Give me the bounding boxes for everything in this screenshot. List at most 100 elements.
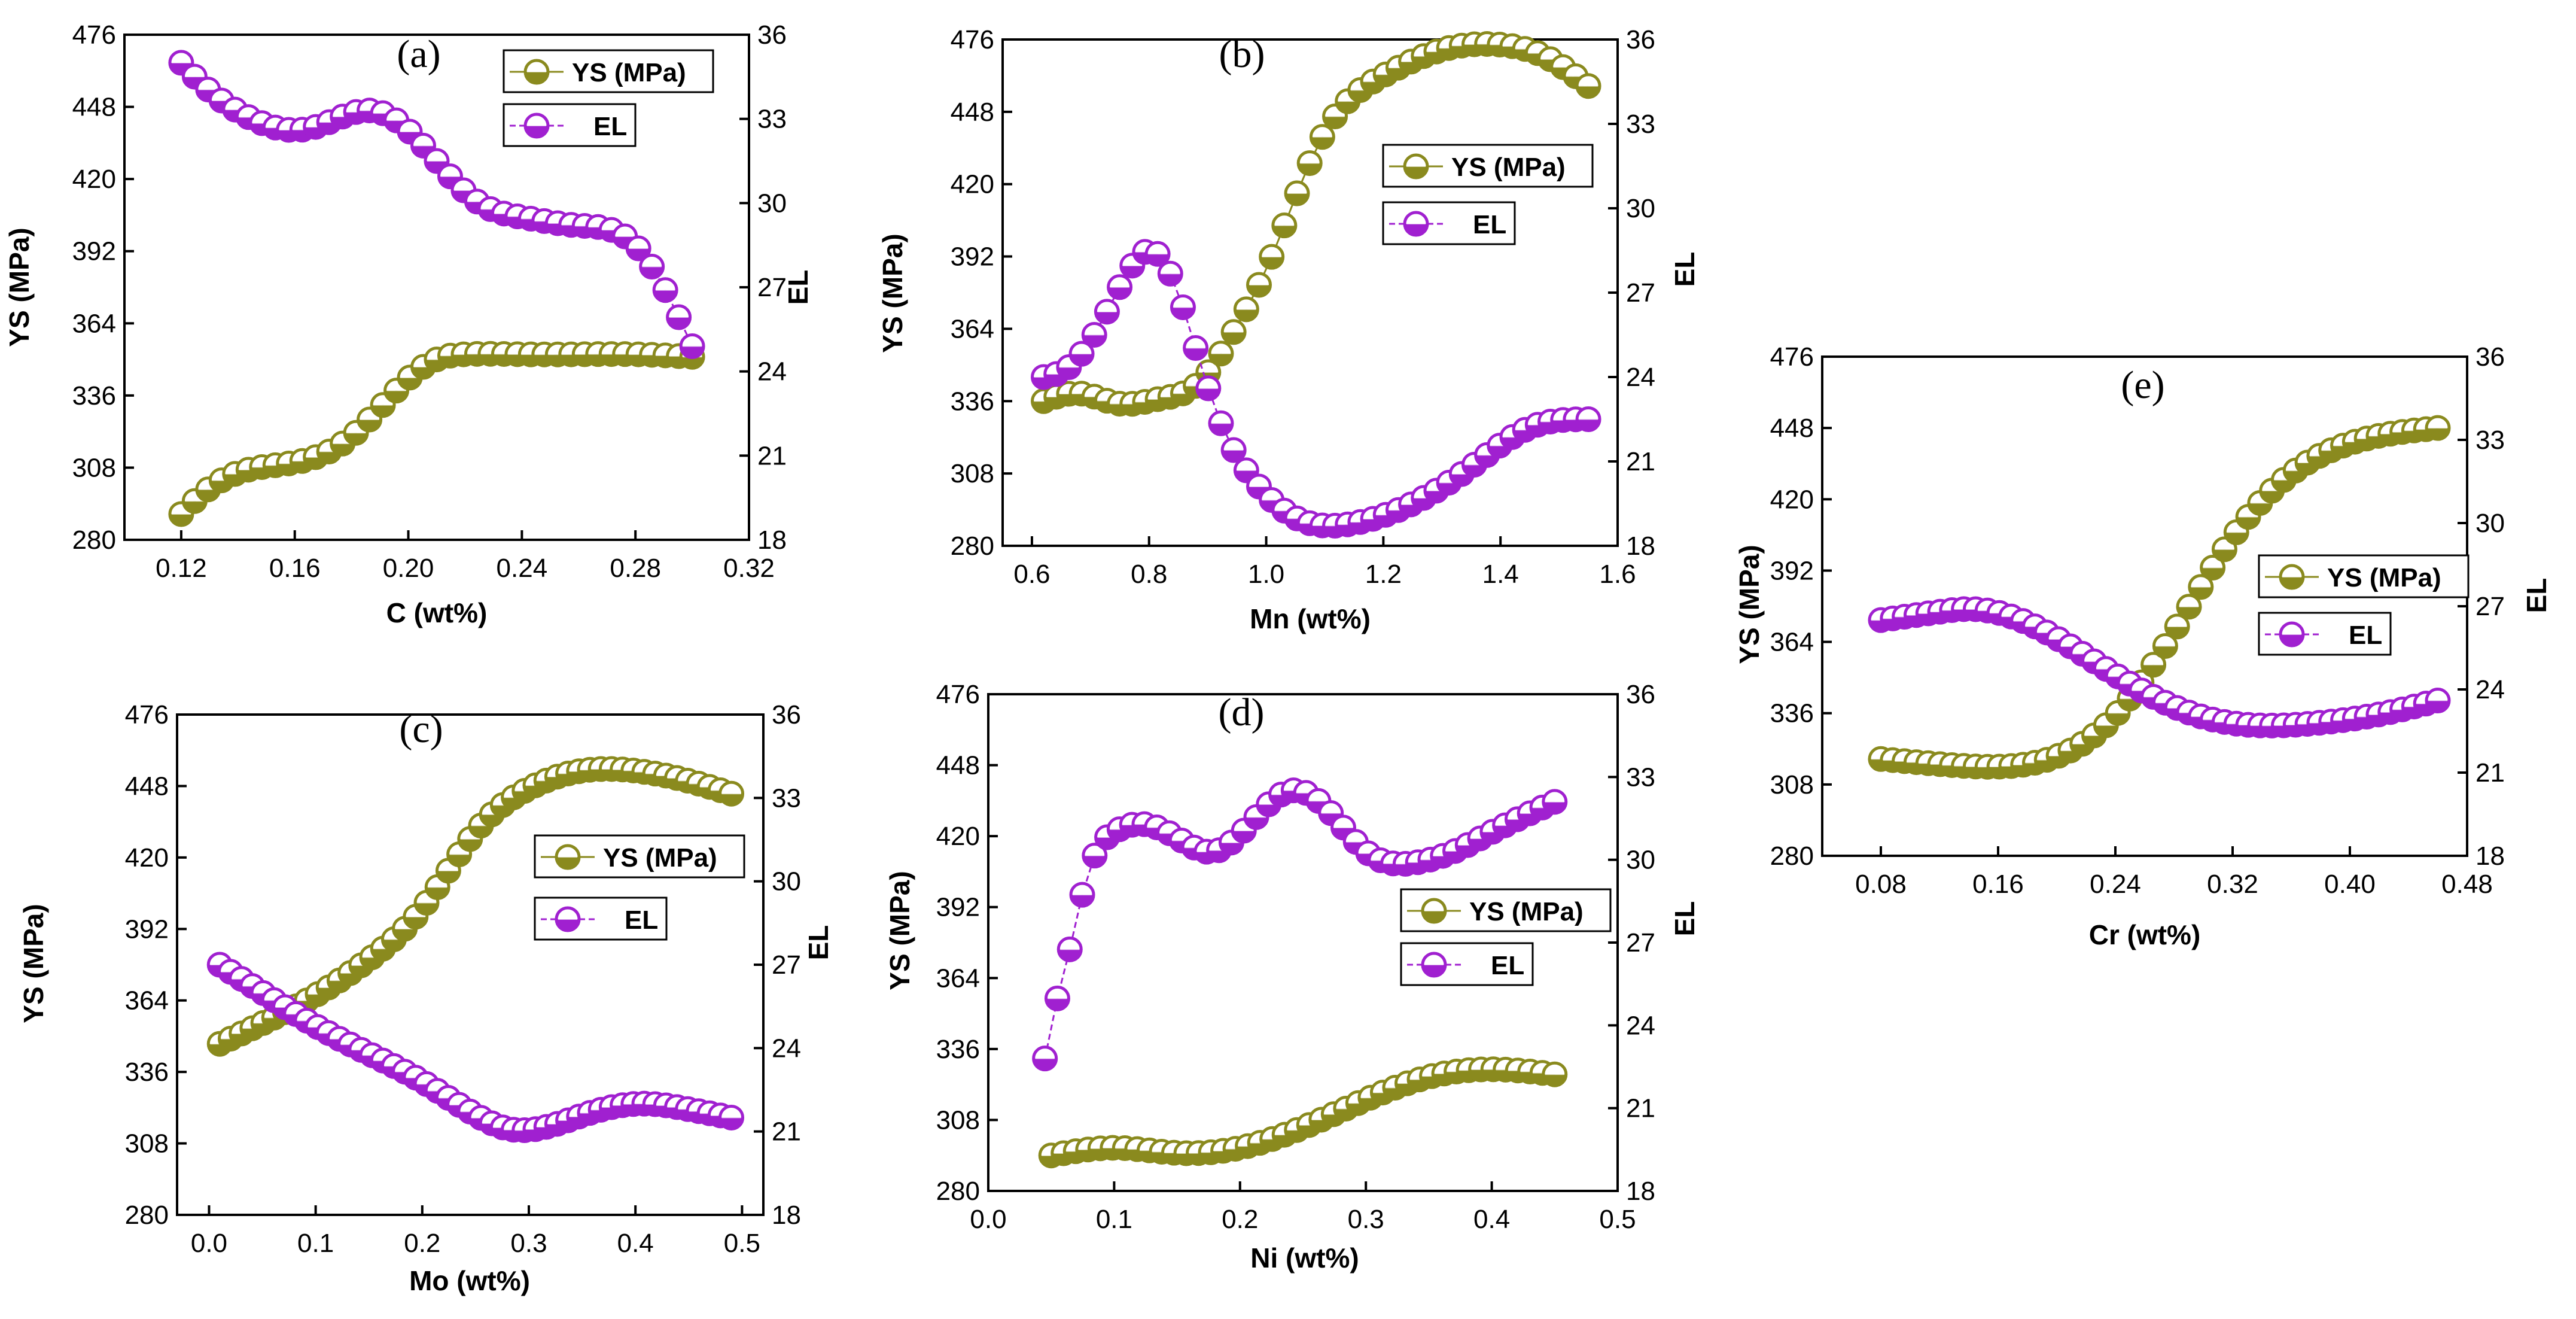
y-tick-label: 364 [1770, 628, 1814, 657]
data-point [1056, 936, 1083, 962]
legend-marker [2279, 621, 2305, 648]
chart-panel-b: 280 308 336 364 392 420 448 476 18 21 24 27 30 33 36 0.… [877, 25, 1700, 634]
data-point [1246, 272, 1272, 298]
y-tick-label: 420 [1770, 485, 1814, 514]
y2-tick-label: 30 [1626, 846, 1655, 875]
data-point [2211, 536, 2237, 563]
data-point [1271, 212, 1298, 239]
legend-label: YS (MPa) [2327, 563, 2441, 592]
y-tick-label: 448 [951, 98, 994, 127]
y2-tick-label: 24 [2475, 675, 2505, 704]
data-point [1284, 180, 1310, 206]
series-ys [1868, 415, 2451, 780]
legend-entry-ys: YS (MPa) [1400, 888, 1612, 932]
y2-axis-title: EL [1669, 252, 1700, 287]
data-point [1575, 406, 1601, 432]
y-tick-label: 392 [1770, 556, 1814, 585]
x-tick-label: 1.4 [1482, 560, 1519, 589]
series-el [1868, 596, 2451, 738]
legend-entry-el: EL [534, 896, 668, 941]
data-point [1081, 321, 1107, 348]
panel-label: (c) [399, 707, 443, 751]
y-tick-label: 448 [1770, 414, 1814, 443]
y-tick-label: 308 [936, 1105, 980, 1135]
data-point [2164, 613, 2190, 640]
x-tick-label: 0.24 [497, 554, 548, 583]
y2-tick-label: 33 [2475, 426, 2505, 455]
series-ys [1031, 31, 1601, 417]
legend-entry-el: EL [503, 103, 637, 147]
panel-label: (d) [1219, 691, 1265, 734]
x-tick-label: 0.2 [404, 1229, 440, 1258]
y2-tick-label: 21 [2475, 758, 2505, 788]
data-point [2152, 633, 2178, 659]
data-point [437, 163, 463, 190]
y-tick-label: 392 [125, 914, 169, 944]
legend: YS (MPa) EL [503, 49, 714, 147]
y2-tick-label: 36 [772, 700, 801, 730]
x-tick-label: 1.6 [1599, 560, 1636, 589]
x-tick-label: 0.8 [1131, 560, 1167, 589]
y2-tick-label: 36 [2475, 342, 2505, 372]
y2-tick-label: 21 [757, 441, 787, 470]
data-point [289, 117, 315, 143]
data-point [1107, 274, 1133, 300]
data-point [1442, 838, 1469, 864]
data-point [639, 254, 665, 280]
y-tick-label: 420 [936, 822, 980, 851]
y-tick-label: 448 [125, 771, 169, 801]
y-tick-label: 364 [125, 986, 169, 1016]
data-point [652, 277, 678, 303]
data-point [666, 304, 692, 330]
y-tick-label: 336 [1770, 699, 1814, 728]
legend-entry-el: EL [1382, 201, 1516, 245]
data-point [1044, 985, 1070, 1011]
legend-entry-ys: YS (MPa) [534, 834, 745, 879]
legend-label: EL [1491, 951, 1524, 980]
y-tick-label: 280 [936, 1177, 980, 1206]
y-axis-title: YS (MPa) [18, 904, 49, 1023]
data-point [1068, 341, 1095, 367]
y2-tick-label: 24 [1626, 1011, 1655, 1040]
data-point [1542, 789, 1568, 815]
series-el [1032, 777, 1568, 1072]
y2-tick-label: 27 [772, 950, 801, 980]
y-tick-label: 420 [72, 165, 116, 194]
y2-tick-label: 21 [772, 1117, 801, 1147]
y-tick-label: 364 [936, 964, 980, 993]
x-axis-title: Mn (wt%) [1250, 603, 1371, 634]
y2-tick-label: 33 [1626, 110, 1655, 139]
x-tick-label: 0.4 [1473, 1205, 1510, 1234]
y-tick-label: 308 [72, 453, 116, 482]
y2-tick-label: 33 [772, 783, 801, 813]
y-axis-title: YS (MPa) [4, 227, 35, 347]
y2-tick-label: 21 [1626, 1094, 1655, 1123]
legend-marker [555, 906, 581, 932]
y-tick-label: 308 [951, 459, 994, 488]
y-tick-label: 392 [72, 237, 116, 266]
legend-entry-ys: YS (MPa) [2258, 554, 2470, 598]
x-tick-label: 0.48 [2441, 870, 2493, 899]
y-tick-label: 280 [1770, 841, 1814, 871]
y2-tick-label: 27 [1626, 928, 1655, 958]
x-tick-label: 0.32 [2207, 870, 2258, 899]
legend-marker [555, 844, 581, 870]
data-point [1259, 244, 1285, 270]
y2-tick-label: 18 [1626, 1177, 1655, 1206]
data-point [1144, 241, 1171, 267]
y2-tick-label: 27 [2475, 592, 2505, 621]
y-tick-label: 448 [936, 751, 980, 780]
data-point [370, 392, 396, 418]
y-tick-label: 420 [951, 170, 994, 199]
y2-tick-label: 27 [1626, 278, 1655, 308]
legend: YS (MPa) EL [534, 834, 745, 941]
series-el [206, 952, 745, 1144]
series-ys [206, 756, 745, 1057]
chart-panel-a: 280 308 336 364 392 420 448 476 18 21 24 27 30 33 36 0.… [4, 20, 814, 628]
y-tick-label: 476 [951, 25, 994, 54]
y-tick-label: 476 [1770, 342, 1814, 372]
data-point [2425, 688, 2451, 714]
y-tick-label: 392 [936, 893, 980, 922]
legend-label: EL [2349, 621, 2382, 650]
